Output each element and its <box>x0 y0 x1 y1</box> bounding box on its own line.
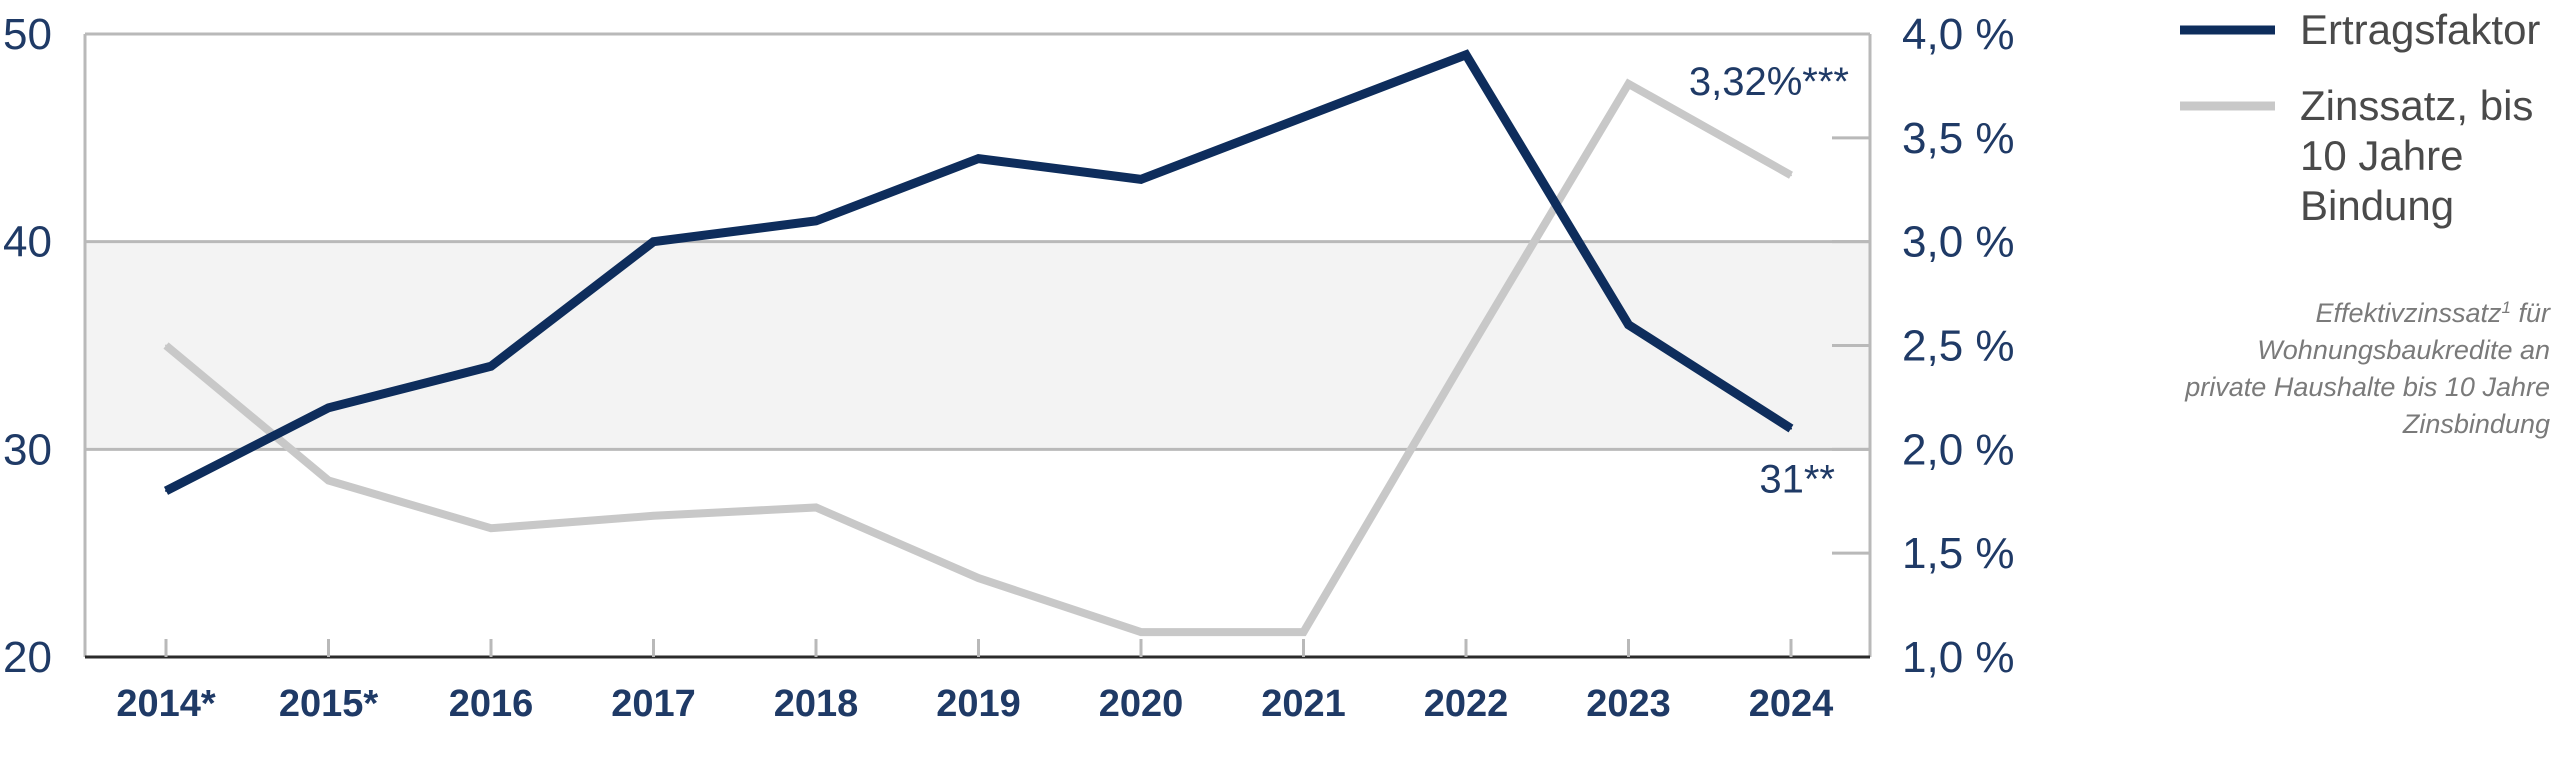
series-point-ertragsfaktor <box>1140 178 1142 181</box>
series-point-ertragsfaktor <box>977 157 980 160</box>
series-point-ertragsfaktor <box>1465 53 1467 56</box>
x-tick-label: 2016 <box>449 683 534 725</box>
legend-label-zinssatz: 10 Jahre <box>2300 132 2463 179</box>
x-tick-label: 2024 <box>1749 683 1834 725</box>
y-right-tick-label: 1,5 % <box>1902 529 2015 578</box>
y-right-tick-label: 1,0 % <box>1902 633 2015 682</box>
series-point-zinssatz <box>165 344 167 347</box>
y-right-tick-label: 3,5 % <box>1902 114 2015 163</box>
legend-label-zinssatz: Bindung <box>2300 182 2454 229</box>
series-point-ertragsfaktor <box>490 365 492 368</box>
footnote-line: Effektivzinssatz1 für <box>2315 298 2551 329</box>
footnote: Effektivzinssatz1 für Wohnungsbaukredite … <box>2184 298 2551 440</box>
x-tick-label: 2023 <box>1586 683 1671 725</box>
series-point-zinssatz <box>1465 354 1467 357</box>
series-point-zinssatz <box>1627 82 1630 85</box>
x-tick-label: 2019 <box>936 683 1021 725</box>
series-point-ertragsfaktor <box>165 489 167 492</box>
footnote-line: private Haushalte bis 10 Jahre <box>2184 372 2550 402</box>
series-point-zinssatz <box>652 514 655 517</box>
legend-label-ertragsfaktor: Ertragsfaktor <box>2300 6 2540 53</box>
y-left-tick-label: 40 <box>3 218 52 267</box>
tick-layer <box>164 32 1870 657</box>
series-point-ertragsfaktor <box>652 240 655 243</box>
series-point-zinssatz <box>1140 631 1142 634</box>
y-right-tick-label: 2,5 % <box>1902 322 2015 371</box>
series-point-zinssatz <box>815 506 817 509</box>
series-point-zinssatz <box>977 577 980 580</box>
series-point-ertragsfaktor <box>1302 116 1305 119</box>
y-left-tick-label: 50 <box>3 10 52 59</box>
x-tick-label: 2020 <box>1099 683 1184 725</box>
x-tick-label: 2021 <box>1261 683 1346 725</box>
y-right-tick-label: 3,0 % <box>1902 218 2015 267</box>
series-point-zinssatz <box>327 479 330 482</box>
legend-label-zinssatz: Zinssatz, bis <box>2300 82 2533 129</box>
series-point-zinssatz <box>1790 174 1792 177</box>
shaded-band-layer <box>85 241 1870 450</box>
series-point-ertragsfaktor <box>815 219 817 222</box>
y-right-tick-label: 2,0 % <box>1902 425 2015 474</box>
series-point-zinssatz <box>490 527 492 530</box>
series-point-zinssatz <box>1302 631 1305 634</box>
x-tick-label: 2014* <box>116 683 216 725</box>
series-point-ertragsfaktor <box>1790 427 1792 430</box>
footnote-line: Wohnungsbaukredite an <box>2257 335 2550 365</box>
series-point-ertragsfaktor <box>1627 323 1630 326</box>
shaded-band-30-40 <box>85 241 1870 450</box>
x-tick-label: 2015* <box>279 683 379 725</box>
y-left-tick-label: 30 <box>3 425 52 474</box>
x-tick-label: 2018 <box>774 683 859 725</box>
y-left-tick-label: 20 <box>3 633 52 682</box>
annotation-ertragsfaktor-last: 31** <box>1759 458 1835 502</box>
footnote-line: Zinsbindung <box>2402 409 2550 439</box>
label-layer: 20 30 40 50 1,0 % 1,5 % 2,0 % 2,5 % 3,0 % 3,5 % 4,… <box>3 10 2014 725</box>
y-right-tick-label: 4,0 % <box>1902 10 2015 59</box>
series-layer <box>163 49 1794 637</box>
x-tick-label: 2022 <box>1424 683 1509 725</box>
series-point-ertragsfaktor <box>327 406 330 409</box>
annotation-zinssatz-last: 3,32%*** <box>1689 60 1849 104</box>
x-tick-label: 2017 <box>611 683 696 725</box>
